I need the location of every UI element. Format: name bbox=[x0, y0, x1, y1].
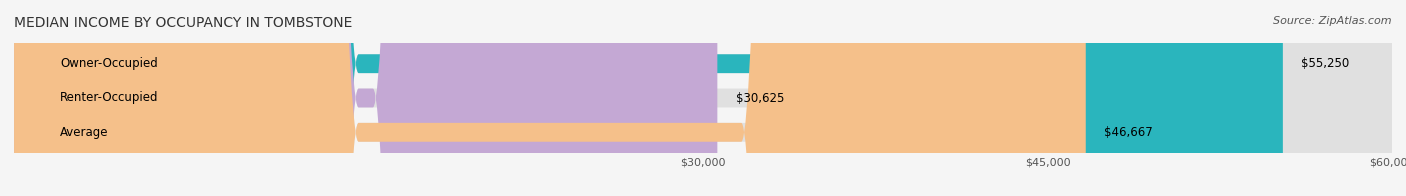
Text: $46,667: $46,667 bbox=[1104, 126, 1153, 139]
Text: $30,625: $30,625 bbox=[735, 92, 785, 104]
Text: MEDIAN INCOME BY OCCUPANCY IN TOMBSTONE: MEDIAN INCOME BY OCCUPANCY IN TOMBSTONE bbox=[14, 16, 353, 30]
Text: Average: Average bbox=[60, 126, 108, 139]
FancyBboxPatch shape bbox=[14, 0, 1085, 196]
Text: Source: ZipAtlas.com: Source: ZipAtlas.com bbox=[1274, 16, 1392, 26]
FancyBboxPatch shape bbox=[14, 0, 1392, 196]
FancyBboxPatch shape bbox=[14, 0, 1392, 196]
Text: Owner-Occupied: Owner-Occupied bbox=[60, 57, 157, 70]
FancyBboxPatch shape bbox=[14, 0, 1282, 196]
Text: $55,250: $55,250 bbox=[1301, 57, 1350, 70]
Text: Renter-Occupied: Renter-Occupied bbox=[60, 92, 159, 104]
FancyBboxPatch shape bbox=[14, 0, 717, 196]
FancyBboxPatch shape bbox=[14, 0, 1392, 196]
